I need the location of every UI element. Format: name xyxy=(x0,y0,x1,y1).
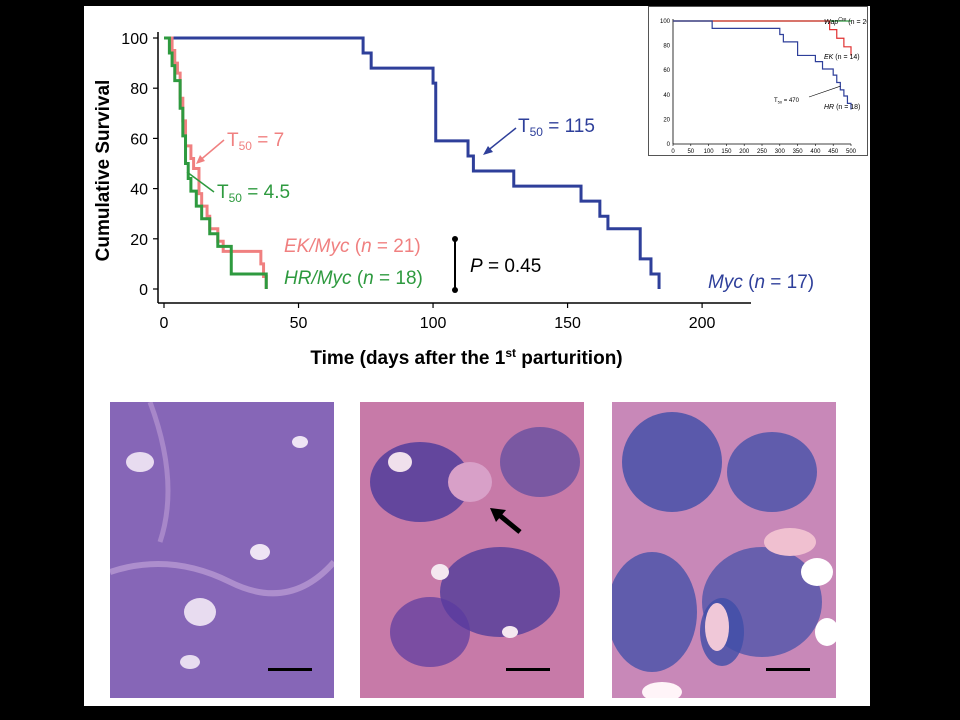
myc-label: Myc (n = 17) xyxy=(708,272,814,293)
y-axis-label: Cumulative Survival xyxy=(93,80,114,262)
t50-ek-arrowhead xyxy=(196,155,205,164)
t50-hr-pointer xyxy=(186,171,215,193)
y-tick-label: 20 xyxy=(130,232,148,249)
p-value-bracket-end xyxy=(452,287,458,293)
inset-hr-curve xyxy=(673,20,852,110)
inset-x-tick-label: 250 xyxy=(757,149,768,155)
p-value-annotation: P = 0.45 xyxy=(470,256,541,277)
inset-ek-label: EK (n = 14) xyxy=(824,54,860,61)
inset-x-tick-label: 0 xyxy=(671,149,675,155)
inset-y-tick-label: 40 xyxy=(663,93,670,99)
histology-image-left xyxy=(110,402,334,698)
histology-image-right xyxy=(612,402,836,698)
hr-myc-curve xyxy=(164,36,268,289)
y-tick-label: 100 xyxy=(121,31,148,48)
inset-t50-pointer xyxy=(808,85,841,98)
x-axis-label: Time (days after the 1st parturition) xyxy=(310,346,622,369)
inset-hr-label: HR (n = 18) xyxy=(824,104,860,111)
inset-y-tick-label: 60 xyxy=(663,68,670,74)
ek-myc-curve xyxy=(164,36,268,289)
inset-x-tick-label: 500 xyxy=(846,149,857,155)
inset-x-tick-label: 200 xyxy=(739,149,750,155)
inset-x-tick-label: 400 xyxy=(810,149,821,155)
scale-bar xyxy=(268,668,312,671)
histology-image-middle xyxy=(360,402,584,698)
p-value-bracket-end xyxy=(452,236,458,242)
inset-x-tick-label: 450 xyxy=(828,149,839,155)
x-tick-label: 50 xyxy=(290,315,308,332)
t50-hr-annotation: T50 = 4.5 xyxy=(217,182,290,205)
y-tick-label: 0 xyxy=(139,282,148,299)
y-tick-label: 80 xyxy=(130,81,148,98)
t50-myc-arrowhead xyxy=(483,146,493,155)
inset-ek-curve xyxy=(673,20,852,56)
scale-bar xyxy=(766,668,810,671)
inset-x-tick-label: 300 xyxy=(775,149,786,155)
t50-myc-annotation: T50 = 115 xyxy=(518,116,595,139)
inset-y-tick-label: 100 xyxy=(660,19,671,25)
y-tick-label: 40 xyxy=(130,182,148,199)
inset-survival-chart: 0 50 100 150 200 250 300 350 400 450 500 0 20 40 60 80 1… xyxy=(660,17,873,155)
x-tick-label: 150 xyxy=(554,315,581,332)
inset-t50-annotation: T50 = 470 xyxy=(774,98,800,105)
inset-x-tick-label: 350 xyxy=(793,149,804,155)
inset-x-tick-label: 50 xyxy=(687,149,694,155)
t50-ek-annotation: T50 = 7 xyxy=(227,130,284,153)
inset-x-tick-label: 100 xyxy=(704,149,715,155)
x-tick-label: 200 xyxy=(689,315,716,332)
x-tick-label: 100 xyxy=(420,315,447,332)
hr-myc-label: HR/Myc (n = 18) xyxy=(284,268,423,289)
inset-x-tick-label: 150 xyxy=(721,149,732,155)
inset-chart-box: 0 50 100 150 200 250 300 350 400 450 500 0 20 40 60 80 1… xyxy=(648,6,873,156)
ek-myc-label: EK/Myc (n = 21) xyxy=(284,236,421,257)
inset-y-tick-label: 20 xyxy=(663,117,670,123)
t50-myc-pointer xyxy=(485,127,517,153)
inset-y-tick-label: 80 xyxy=(663,44,670,50)
x-tick-label: 0 xyxy=(160,315,169,332)
inset-y-tick-label: 0 xyxy=(667,142,671,148)
scale-bar xyxy=(506,668,550,671)
y-tick-label: 60 xyxy=(130,131,148,148)
myc-curve xyxy=(164,36,661,289)
inset-wapcre-label: WapCre (n = 20) xyxy=(824,17,867,26)
arrow-icon xyxy=(490,508,522,534)
